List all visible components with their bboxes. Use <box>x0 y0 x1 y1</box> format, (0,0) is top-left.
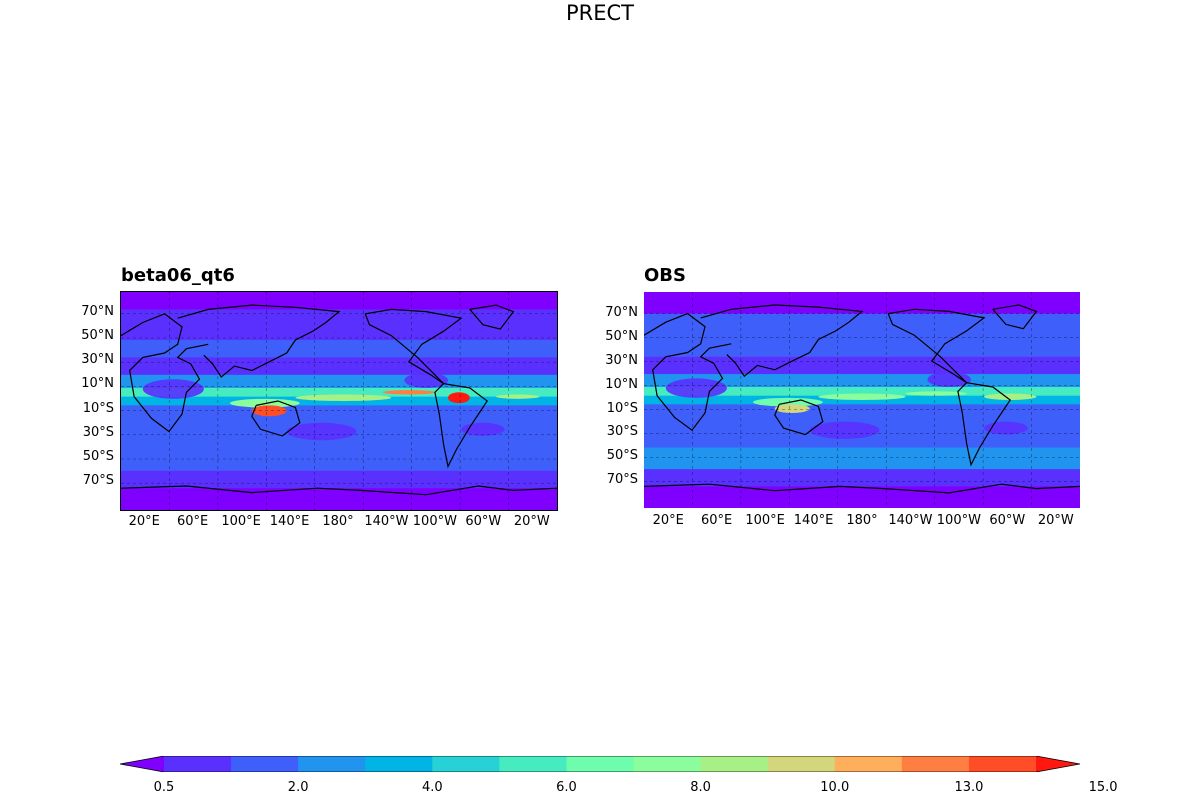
lon-tick-label: 140°E <box>269 514 310 529</box>
colorbar-segment <box>700 756 769 772</box>
coastline <box>177 304 341 378</box>
lat-tick-label: 30°S <box>606 424 638 440</box>
lon-tick-label: 60°E <box>177 514 209 529</box>
colorbar-segment <box>164 756 232 772</box>
coastline <box>992 304 1038 330</box>
coastline <box>887 308 986 384</box>
colorbar-tick-label: 13.0 <box>954 780 984 795</box>
lat-tick-label: 70°S <box>606 472 638 488</box>
coastline <box>434 383 489 469</box>
lat-tick-label: 10°N <box>605 376 638 392</box>
lat-tick-label: 10°S <box>606 400 638 416</box>
coastline <box>644 483 1080 494</box>
colorbar-segment <box>499 756 567 772</box>
colorbar-tick-label: 10.0 <box>820 780 850 795</box>
colorbar-extend-min <box>120 756 164 772</box>
colorbar-segment <box>633 756 702 772</box>
colorbar-tick-label: 4.0 <box>421 780 443 795</box>
panel-title-model: beta06_qt6 <box>121 265 235 286</box>
colorbar-segment <box>298 756 366 772</box>
lat-tick-label: 50°S <box>82 448 114 464</box>
lat-tick-label: 30°N <box>605 352 638 368</box>
colorbar-segment <box>432 756 500 772</box>
lon-tick-label: 140°W <box>888 513 933 528</box>
lon-tick-label: 20°E <box>128 514 160 529</box>
colorbar-segment <box>767 756 836 772</box>
lon-tick-label: 100°E <box>221 514 261 529</box>
map-canvas <box>644 292 1080 508</box>
colorbar-tick-label: 2.0 <box>287 780 309 795</box>
lon-tick-label: 60°W <box>989 513 1026 528</box>
colorbar-segment <box>834 756 903 772</box>
map-canvas <box>121 292 557 510</box>
precip-map-obs <box>644 292 1080 508</box>
coastline <box>644 312 732 432</box>
colorbar-segment <box>901 756 970 772</box>
colorbar-segment <box>566 756 635 772</box>
colorbar-tick-label: 6.0 <box>556 780 577 795</box>
colorbar-extend-max <box>1036 756 1080 772</box>
coastline <box>700 304 864 378</box>
coastline <box>251 400 301 437</box>
lon-tick-label: 180° <box>846 513 878 528</box>
lon-tick-label: 100°W <box>936 513 981 528</box>
lon-tick-label: 60°E <box>701 513 733 528</box>
figure-title: PRECT <box>565 1 634 25</box>
lon-tick-label: 180° <box>322 514 354 529</box>
lon-tick-label: 100°W <box>412 514 457 529</box>
lon-tick-label: 20°E <box>652 513 684 528</box>
lat-tick-label: 50°N <box>81 327 114 343</box>
lon-tick-label: 140°E <box>793 513 834 528</box>
coastline <box>121 485 557 496</box>
lat-tick-label: 50°S <box>606 448 638 464</box>
coastline <box>774 399 824 436</box>
lat-tick-label: 70°S <box>82 473 114 489</box>
lon-tick-label: 140°W <box>364 514 409 529</box>
lat-tick-label: 30°N <box>81 352 114 368</box>
colorbar-tick-label: 15.0 <box>1088 780 1118 795</box>
lon-tick-label: 100°E <box>745 513 785 528</box>
lon-tick-label: 60°W <box>465 514 502 529</box>
lat-tick-label: 70°N <box>81 303 114 319</box>
lon-tick-label: 20°W <box>1037 513 1074 528</box>
coastline <box>364 308 463 385</box>
coastline <box>469 304 515 330</box>
colorbar-segment <box>231 756 299 772</box>
lat-tick-label: 30°S <box>82 424 114 440</box>
lat-tick-label: 10°S <box>82 400 114 416</box>
panel-title-obs: OBS <box>644 265 686 286</box>
lat-tick-label: 70°N <box>605 304 638 320</box>
colorbar-tick-label: 0.5 <box>153 780 175 795</box>
coastline <box>121 313 209 433</box>
colorbar-segment <box>365 756 433 772</box>
lat-tick-label: 50°N <box>605 328 638 344</box>
lat-tick-label: 10°N <box>81 376 114 392</box>
precip-map-model <box>120 291 558 511</box>
lon-tick-label: 20°W <box>513 514 550 529</box>
colorbar-segment <box>968 756 1037 772</box>
coastline <box>957 382 1012 467</box>
colorbar-tick-label: 8.0 <box>690 780 711 795</box>
colorbar <box>120 756 1080 772</box>
